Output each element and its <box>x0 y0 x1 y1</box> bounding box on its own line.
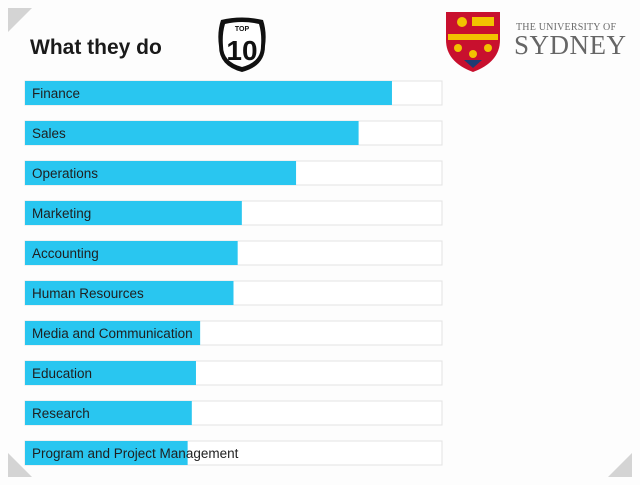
university-name-line2: SYDNEY <box>514 30 627 60</box>
bar <box>25 321 201 345</box>
corner-decoration-top-left <box>8 8 32 32</box>
bar <box>25 121 359 145</box>
bar-label: Operations <box>32 166 98 181</box>
badge-number: 10 <box>226 35 257 66</box>
corner-decoration-bottom-right <box>608 453 632 477</box>
bar <box>25 161 297 185</box>
bar-label: Sales <box>32 126 66 141</box>
bar <box>25 241 238 265</box>
bar <box>25 361 196 385</box>
university-name-line1: THE UNIVERSITY OF <box>516 22 617 33</box>
bar-label: Media and Communication <box>32 326 193 341</box>
university-crest-icon <box>446 12 500 72</box>
bar-label: Finance <box>32 86 80 101</box>
bar-label: Research <box>32 406 90 421</box>
bar-label: Education <box>32 366 92 381</box>
bar <box>25 281 234 305</box>
bar <box>25 201 242 225</box>
top-10-badge-icon: TOP 10 <box>218 17 266 72</box>
slide-title: What they do <box>30 36 162 59</box>
bar <box>25 441 188 465</box>
bar-label: Marketing <box>32 206 91 221</box>
bar <box>25 81 392 105</box>
bar-label: Program and Project Management <box>32 446 239 461</box>
bar-label: Accounting <box>32 246 99 261</box>
bar-label: Human Resources <box>32 286 144 301</box>
bar <box>25 401 192 425</box>
badge-top-text: TOP <box>235 26 250 33</box>
